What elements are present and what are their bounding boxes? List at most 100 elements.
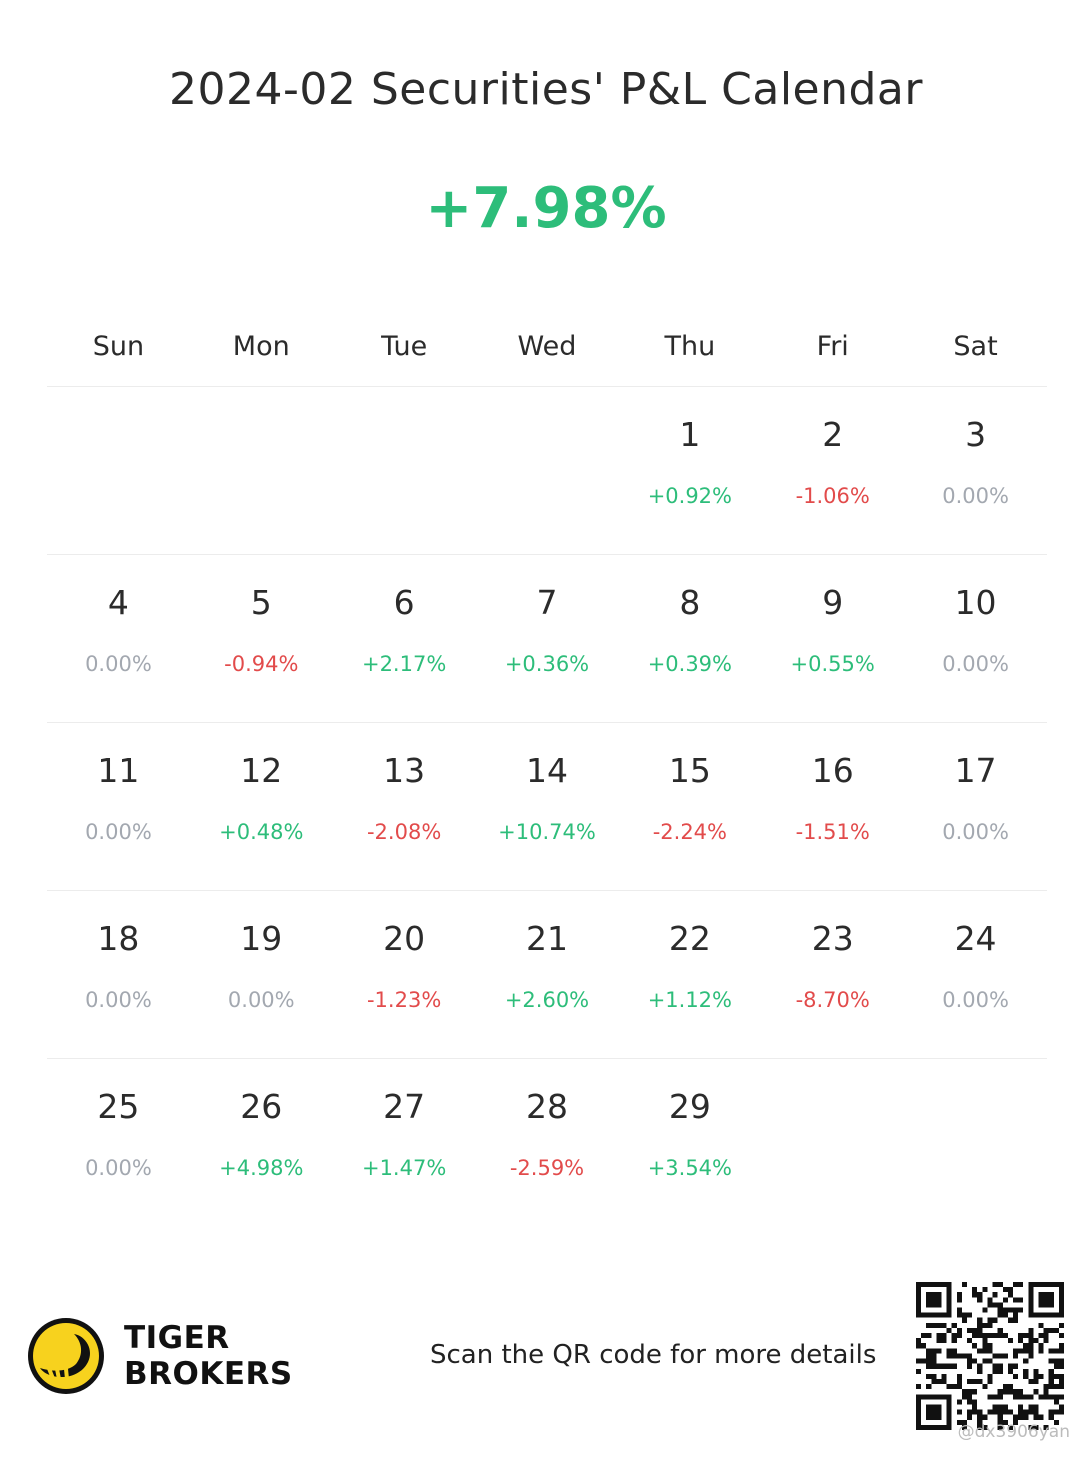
day-pnl-value: -2.08% [366,820,442,844]
calendar-day-cell[interactable]: 29 +3.54% [618,1059,761,1226]
day-pnl-value: 0.00% [942,484,1009,508]
day-number: 3 [965,415,987,454]
calendar-day-cell[interactable]: 16 -1.51% [761,723,904,890]
day-number: 4 [107,583,129,622]
calendar-day-cell[interactable]: 25 0.00% [47,1059,190,1226]
calendar-day-cell[interactable]: 7 +0.36% [476,555,619,722]
calendar-day-cell[interactable]: 5 -0.94% [190,555,333,722]
calendar-day-cell[interactable]: 3 0.00% [904,387,1047,554]
calendar-day-cell[interactable]: 6 +2.17% [333,555,476,722]
calendar-empty-cell [904,1059,1047,1226]
day-pnl-value: -2.59% [509,1156,585,1180]
day-pnl-value: -2.24% [652,820,727,844]
day-pnl-value: -1.06% [795,484,870,508]
day-pnl-value: +2.17% [361,652,447,676]
day-number: 10 [954,583,997,622]
calendar-day-cell[interactable]: 10 0.00% [904,555,1047,722]
weekday-header: Sun Mon Tue Wed Thu Fri Sat [47,325,1047,385]
day-pnl-value: +0.92% [647,484,732,508]
day-number: 14 [525,751,568,790]
calendar-day-cell[interactable]: 11 0.00% [47,723,190,890]
calendar-day-cell[interactable]: 14 +10.74% [476,723,619,890]
calendar-day-cell[interactable]: 23 -8.70% [761,891,904,1058]
day-pnl-value: -1.23% [366,988,442,1012]
calendar-week-row: 4 0.00% 5 -0.94% 6 +2.17% 7 +0.36% 8 +0.39% 9 +0.55… [47,554,1047,722]
calendar-empty-cell [190,387,333,554]
calendar-day-cell[interactable]: 4 0.00% [47,555,190,722]
calendar-day-cell[interactable]: 20 -1.23% [333,891,476,1058]
day-number: 15 [668,751,711,790]
calendar-day-cell[interactable]: 17 0.00% [904,723,1047,890]
brand-name: TIGER BROKERS [124,1320,293,1392]
day-number: 20 [383,919,426,958]
weekday-sat: Sat [953,331,998,362]
weekday-wed: Wed [517,331,577,362]
calendar-day-cell[interactable]: 9 +0.55% [761,555,904,722]
calendar-day-cell[interactable]: 2 -1.06% [761,387,904,554]
calendar-week-row: 18 0.00% 19 0.00% 20 -1.23% 21 +2.60% 22 +1.12% 23… [47,890,1047,1058]
day-number: 5 [250,583,272,622]
weekday-tue: Tue [381,331,428,362]
calendar-day-cell[interactable]: 27 +1.47% [333,1059,476,1226]
calendar-day-cell[interactable]: 18 0.00% [47,891,190,1058]
day-pnl-value: -0.94% [224,652,299,676]
day-number: 29 [668,1087,711,1126]
day-number: 24 [954,919,997,958]
day-number: 16 [811,751,854,790]
day-pnl-value: 0.00% [942,988,1009,1012]
day-number: 21 [525,919,568,958]
calendar-day-cell[interactable]: 8 +0.39% [618,555,761,722]
day-pnl-value: +2.60% [504,988,590,1012]
day-pnl-value: +0.48% [219,820,304,844]
calendar-empty-cell [333,387,476,554]
calendar-day-cell[interactable]: 26 +4.98% [190,1059,333,1226]
day-pnl-value: -8.70% [795,988,870,1012]
day-number: 2 [822,415,844,454]
calendar-day-cell[interactable]: 13 -2.08% [333,723,476,890]
calendar-day-cell[interactable]: 21 +2.60% [476,891,619,1058]
brand-line-2: BROKERS [124,1356,293,1392]
day-number: 28 [525,1087,568,1126]
weekday-mon: Mon [232,331,290,362]
day-number: 17 [954,751,997,790]
day-number: 25 [97,1087,140,1126]
day-pnl-value: 0.00% [85,652,152,676]
day-number: 26 [240,1087,283,1126]
day-pnl-value: +10.74% [498,820,596,844]
calendar-week-row: 11 0.00% 12 +0.48% 13 -2.08% 14 +10.74% 15 -2.24%… [47,722,1047,890]
day-number: 11 [97,751,140,790]
day-number: 8 [679,583,701,622]
day-number: 18 [97,919,140,958]
page-title: 2024-02 Securities' P&L Calendar [169,64,923,115]
calendar-day-cell[interactable]: 28 -2.59% [476,1059,619,1226]
day-number: 12 [240,751,283,790]
scan-qr-text: Scan the QR code for more details [430,1340,877,1370]
day-number: 27 [383,1087,426,1126]
day-pnl-value: +0.55% [790,652,875,676]
day-number: 13 [383,751,426,790]
day-pnl-value: +3.54% [647,1156,732,1180]
calendar-day-cell[interactable]: 12 +0.48% [190,723,333,890]
day-pnl-value: +0.39% [647,652,732,676]
calendar-day-cell[interactable]: 15 -2.24% [618,723,761,890]
day-pnl-value: +4.98% [219,1156,304,1180]
calendar-day-cell[interactable]: 24 0.00% [904,891,1047,1058]
day-number: 23 [811,919,854,958]
calendar-empty-cell [761,1059,904,1226]
day-pnl-value: 0.00% [227,988,295,1012]
day-number: 7 [536,583,558,622]
calendar-day-cell[interactable]: 19 0.00% [190,891,333,1058]
qr-code-icon[interactable] [916,1282,1064,1430]
day-pnl-value: -1.51% [795,820,870,844]
day-number: 6 [393,583,415,622]
day-pnl-value: 0.00% [85,820,152,844]
day-number: 1 [679,415,701,454]
day-number: 19 [240,919,283,958]
brand-line-1: TIGER [124,1320,230,1356]
weekday-sun: Sun [92,331,145,362]
calendar-empty-cell [476,387,619,554]
calendar-day-cell[interactable]: 1 +0.92% [618,387,761,554]
day-pnl-value: 0.00% [942,820,1009,844]
watermark: @dx3906yan [957,1422,1070,1442]
calendar-day-cell[interactable]: 22 +1.12% [618,891,761,1058]
